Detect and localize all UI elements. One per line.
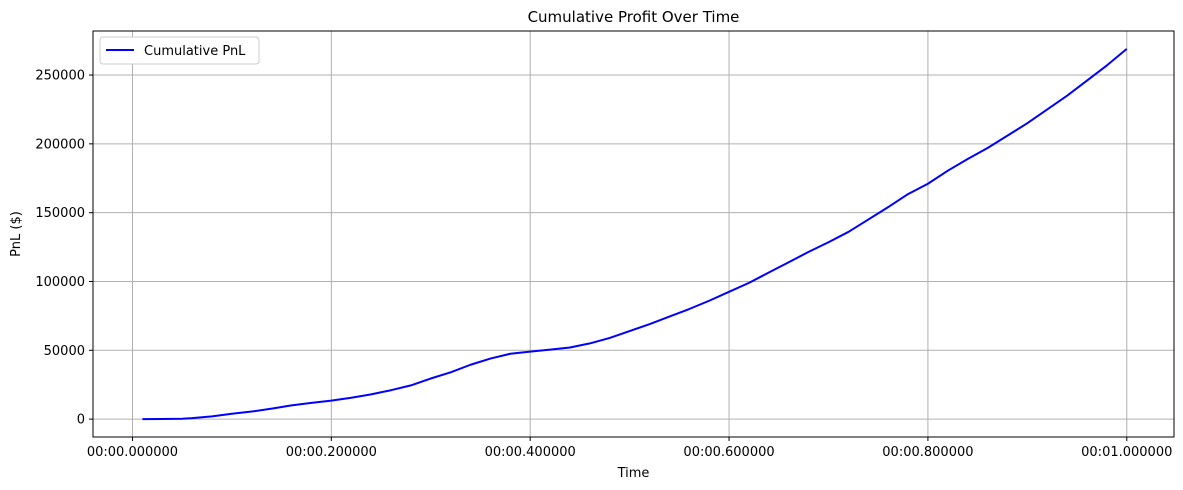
- chart-title: Cumulative Profit Over Time: [528, 8, 740, 26]
- y-tick-label: 100000: [35, 275, 85, 290]
- series-layer: [142, 48, 1128, 421]
- legend-box: [99, 36, 260, 65]
- gridlines: [93, 31, 1174, 437]
- y-tick-label: 200000: [35, 137, 85, 152]
- y-tick-label: 250000: [35, 69, 85, 84]
- legend-label-cumulative-pnl: Cumulative PnL: [144, 44, 246, 59]
- y-tick-label: 150000: [35, 206, 85, 221]
- series-line-cumulative-pnl: [142, 48, 1128, 421]
- x-tick-label: 00:00.000000: [87, 445, 178, 460]
- ticks: 00:00.000000 00:00.200000 00:00.400000 00:0…: [35, 69, 1172, 460]
- y-tick-label: 0: [77, 413, 85, 428]
- x-tick-label: 00:00.400000: [485, 445, 576, 460]
- x-axis-label: Time: [617, 466, 650, 481]
- x-tick-label: 00:01.000000: [1081, 445, 1172, 460]
- y-tick-label: 50000: [44, 344, 85, 359]
- x-tick-label: 00:00.800000: [882, 445, 973, 460]
- axes-frame: [92, 30, 1175, 438]
- x-tick-label: 00:00.200000: [286, 445, 377, 460]
- y-axis-label: PnL ($): [9, 211, 24, 257]
- x-tick-label: 00:00.600000: [683, 445, 774, 460]
- legend: Cumulative PnL: [99, 36, 260, 65]
